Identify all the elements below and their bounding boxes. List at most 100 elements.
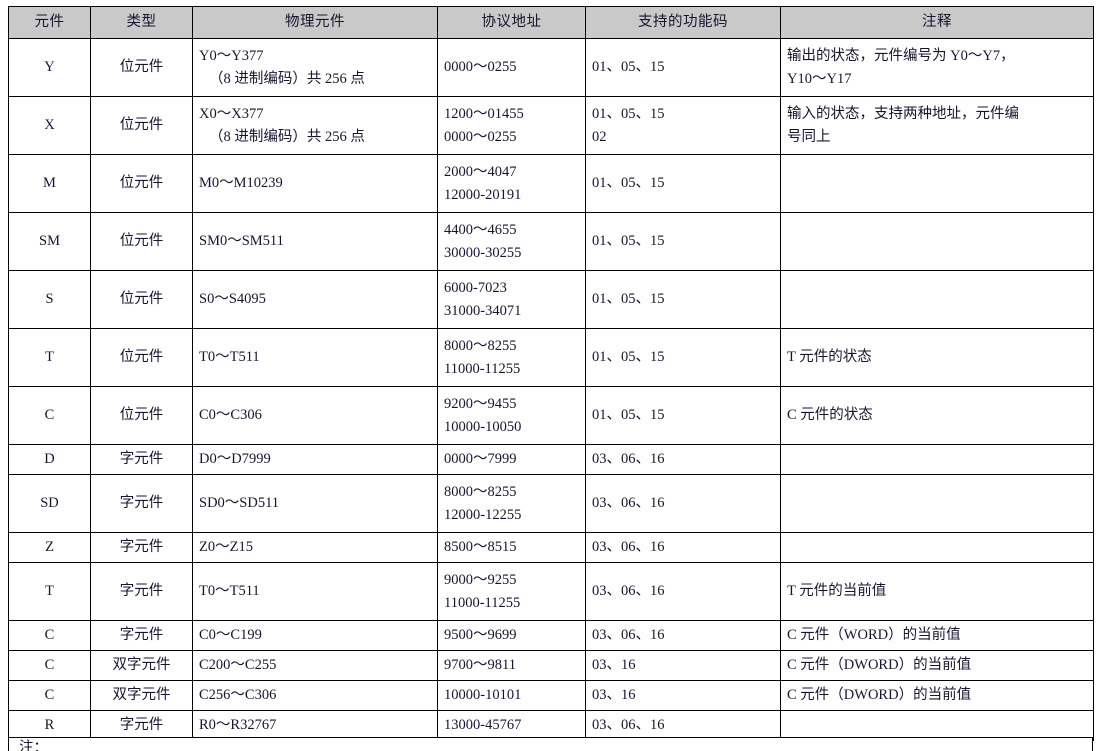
cell-function: 01、05、15: [585, 328, 781, 387]
cell-function: 01、05、15 02: [585, 96, 781, 155]
cell-address-line2: 11000-11255: [444, 594, 521, 611]
cell-address: 10000-10101: [437, 680, 586, 711]
cell-note: C 元件（WORD）的当前值: [780, 620, 1094, 651]
cell-device: M: [8, 154, 91, 213]
cell-address-line1: 8500～8515: [444, 539, 517, 556]
cell-note: T 元件的状态: [780, 328, 1094, 387]
cell-physical-line1: Y0～Y377: [199, 48, 264, 65]
cell-type: 字元件: [90, 562, 193, 621]
cell-note-line1: T 元件的当前值: [787, 583, 887, 600]
cell-address-line2: 12000-20191: [444, 186, 522, 203]
cell-physical: Y0～Y377 （8 进制编码）共 256 点: [192, 38, 438, 97]
cell-address: 9000～9255 11000-11255: [437, 562, 586, 621]
cell-address-line1: 8000～8255: [444, 338, 517, 355]
cell-address: 4400～4655 30000-30255: [437, 212, 586, 271]
cell-device: Y: [8, 38, 91, 97]
cell-device: D: [8, 444, 91, 475]
table-row: C 双字元件 C256～C306 10000-10101 03、16 C 元件（DWORD…: [8, 680, 1094, 711]
table-header: 元件 类型 物理元件 协议地址 支持的功能码 注释: [8, 6, 1094, 39]
cell-address-line1: 2000～4047: [444, 164, 517, 181]
cell-physical-line1: S0～S4095: [199, 291, 266, 308]
cell-note: C 元件的状态: [780, 386, 1094, 445]
cell-device: T: [8, 328, 91, 387]
cell-function-line1: 03、06、16: [592, 539, 665, 556]
table-header-row: 元件 类型 物理元件 协议地址 支持的功能码 注释: [8, 6, 1094, 39]
cell-note: [780, 474, 1094, 533]
cell-function-line1: 01、05、15: [592, 106, 665, 123]
cell-address: 8500～8515: [437, 532, 586, 563]
cell-note-line1: C 元件的状态: [787, 407, 873, 424]
cell-physical: T0～T511: [192, 328, 438, 387]
cell-physical-line1: R0～R32767: [199, 717, 277, 734]
cell-device: Z: [8, 532, 91, 563]
cell-physical-line1: X0～X377: [199, 106, 264, 123]
cell-function: 03、06、16: [585, 444, 781, 475]
table-row: M 位元件 M0～M10239 2000～4047 12000-20191 01、05、1…: [8, 154, 1094, 213]
cell-note-line1: C 元件（DWORD）的当前值: [787, 657, 972, 674]
cell-address-line2: 30000-30255: [444, 244, 522, 261]
cell-function: 03、06、16: [585, 532, 781, 563]
cell-address: 0000～7999: [437, 444, 586, 475]
cell-device: SD: [8, 474, 91, 533]
cell-type: 双字元件: [90, 680, 193, 711]
cell-address: 2000～4047 12000-20191: [437, 154, 586, 213]
cell-physical: R0～R32767: [192, 710, 438, 741]
cell-note: C 元件（DWORD）的当前值: [780, 680, 1094, 711]
cell-function-line1: 01、05、15: [592, 349, 665, 366]
cell-function-line1: 03、06、16: [592, 717, 665, 734]
cell-note: 输出的状态，元件编号为 Y0～Y7， Y10～Y17: [780, 38, 1094, 97]
cell-address-line2: 12000-12255: [444, 506, 522, 523]
cell-type: 双字元件: [90, 650, 193, 681]
cell-address: 6000-7023 31000-34071: [437, 270, 586, 329]
cell-function-line1: 03、06、16: [592, 495, 665, 512]
cell-device: C: [8, 386, 91, 445]
cell-address: 13000-45767: [437, 710, 586, 741]
cell-physical: S0～S4095: [192, 270, 438, 329]
cell-function-line1: 01、05、15: [592, 175, 665, 192]
cell-function-line1: 03、06、16: [592, 583, 665, 600]
cell-function: 01、05、15: [585, 38, 781, 97]
cell-device: C: [8, 620, 91, 651]
cell-function: 03、06、16: [585, 710, 781, 741]
cell-function: 03、06、16: [585, 620, 781, 651]
cell-function: 01、05、15: [585, 270, 781, 329]
cell-note-line2: 号同上: [787, 128, 831, 145]
table-row: T 位元件 T0～T511 8000～8255 11000-11255 01、05、15 T…: [8, 328, 1094, 387]
cell-type: 字元件: [90, 444, 193, 475]
cell-function-line2: 02: [592, 128, 607, 145]
cell-device: C: [8, 680, 91, 711]
cell-physical: Z0～Z15: [192, 532, 438, 563]
cell-physical-line1: T0～T511: [199, 583, 260, 600]
cell-type: 位元件: [90, 96, 193, 155]
cell-note: [780, 270, 1094, 329]
cell-address-line1: 4400～4655: [444, 222, 517, 239]
cell-address-line2: 11000-11255: [444, 360, 521, 377]
column-header-function: 支持的功能码: [585, 6, 781, 39]
table-row: S 位元件 S0～S4095 6000-7023 31000-34071 01、05、15: [8, 270, 1094, 329]
cell-physical: M0～M10239: [192, 154, 438, 213]
cell-physical: X0～X377 （8 进制编码）共 256 点: [192, 96, 438, 155]
cell-type: 位元件: [90, 328, 193, 387]
cell-function: 03、06、16: [585, 474, 781, 533]
cell-physical-line1: Z0～Z15: [199, 539, 253, 556]
footer-note-clipped-row: 注：: [8, 737, 1093, 751]
cell-physical: C0～C199: [192, 620, 438, 651]
cell-physical-line1: C0～C306: [199, 407, 262, 424]
cell-function-line1: 03、16: [592, 687, 636, 704]
cell-physical-line1: D0～D7999: [199, 451, 271, 468]
cell-address: 8000～8255 12000-12255: [437, 474, 586, 533]
cell-device: C: [8, 650, 91, 681]
table-row: C 字元件 C0～C199 9500～9699 03、06、16 C 元件（WORD）的当…: [8, 620, 1094, 651]
cell-function-line1: 01、05、15: [592, 59, 665, 76]
cell-physical-line1: SM0～SM511: [199, 233, 284, 250]
cell-note: C 元件（DWORD）的当前值: [780, 650, 1094, 681]
column-header-device: 元件: [8, 6, 91, 39]
cell-note-line1: T 元件的状态: [787, 349, 872, 366]
cell-note-line1: C 元件（WORD）的当前值: [787, 627, 961, 644]
cell-address-line1: 0000～0255: [444, 59, 517, 76]
cell-physical: C0～C306: [192, 386, 438, 445]
cell-function: 03、06、16: [585, 562, 781, 621]
table-row: T 字元件 T0～T511 9000～9255 11000-11255 03、06、16 T…: [8, 562, 1094, 621]
cell-physical: D0～D7999: [192, 444, 438, 475]
